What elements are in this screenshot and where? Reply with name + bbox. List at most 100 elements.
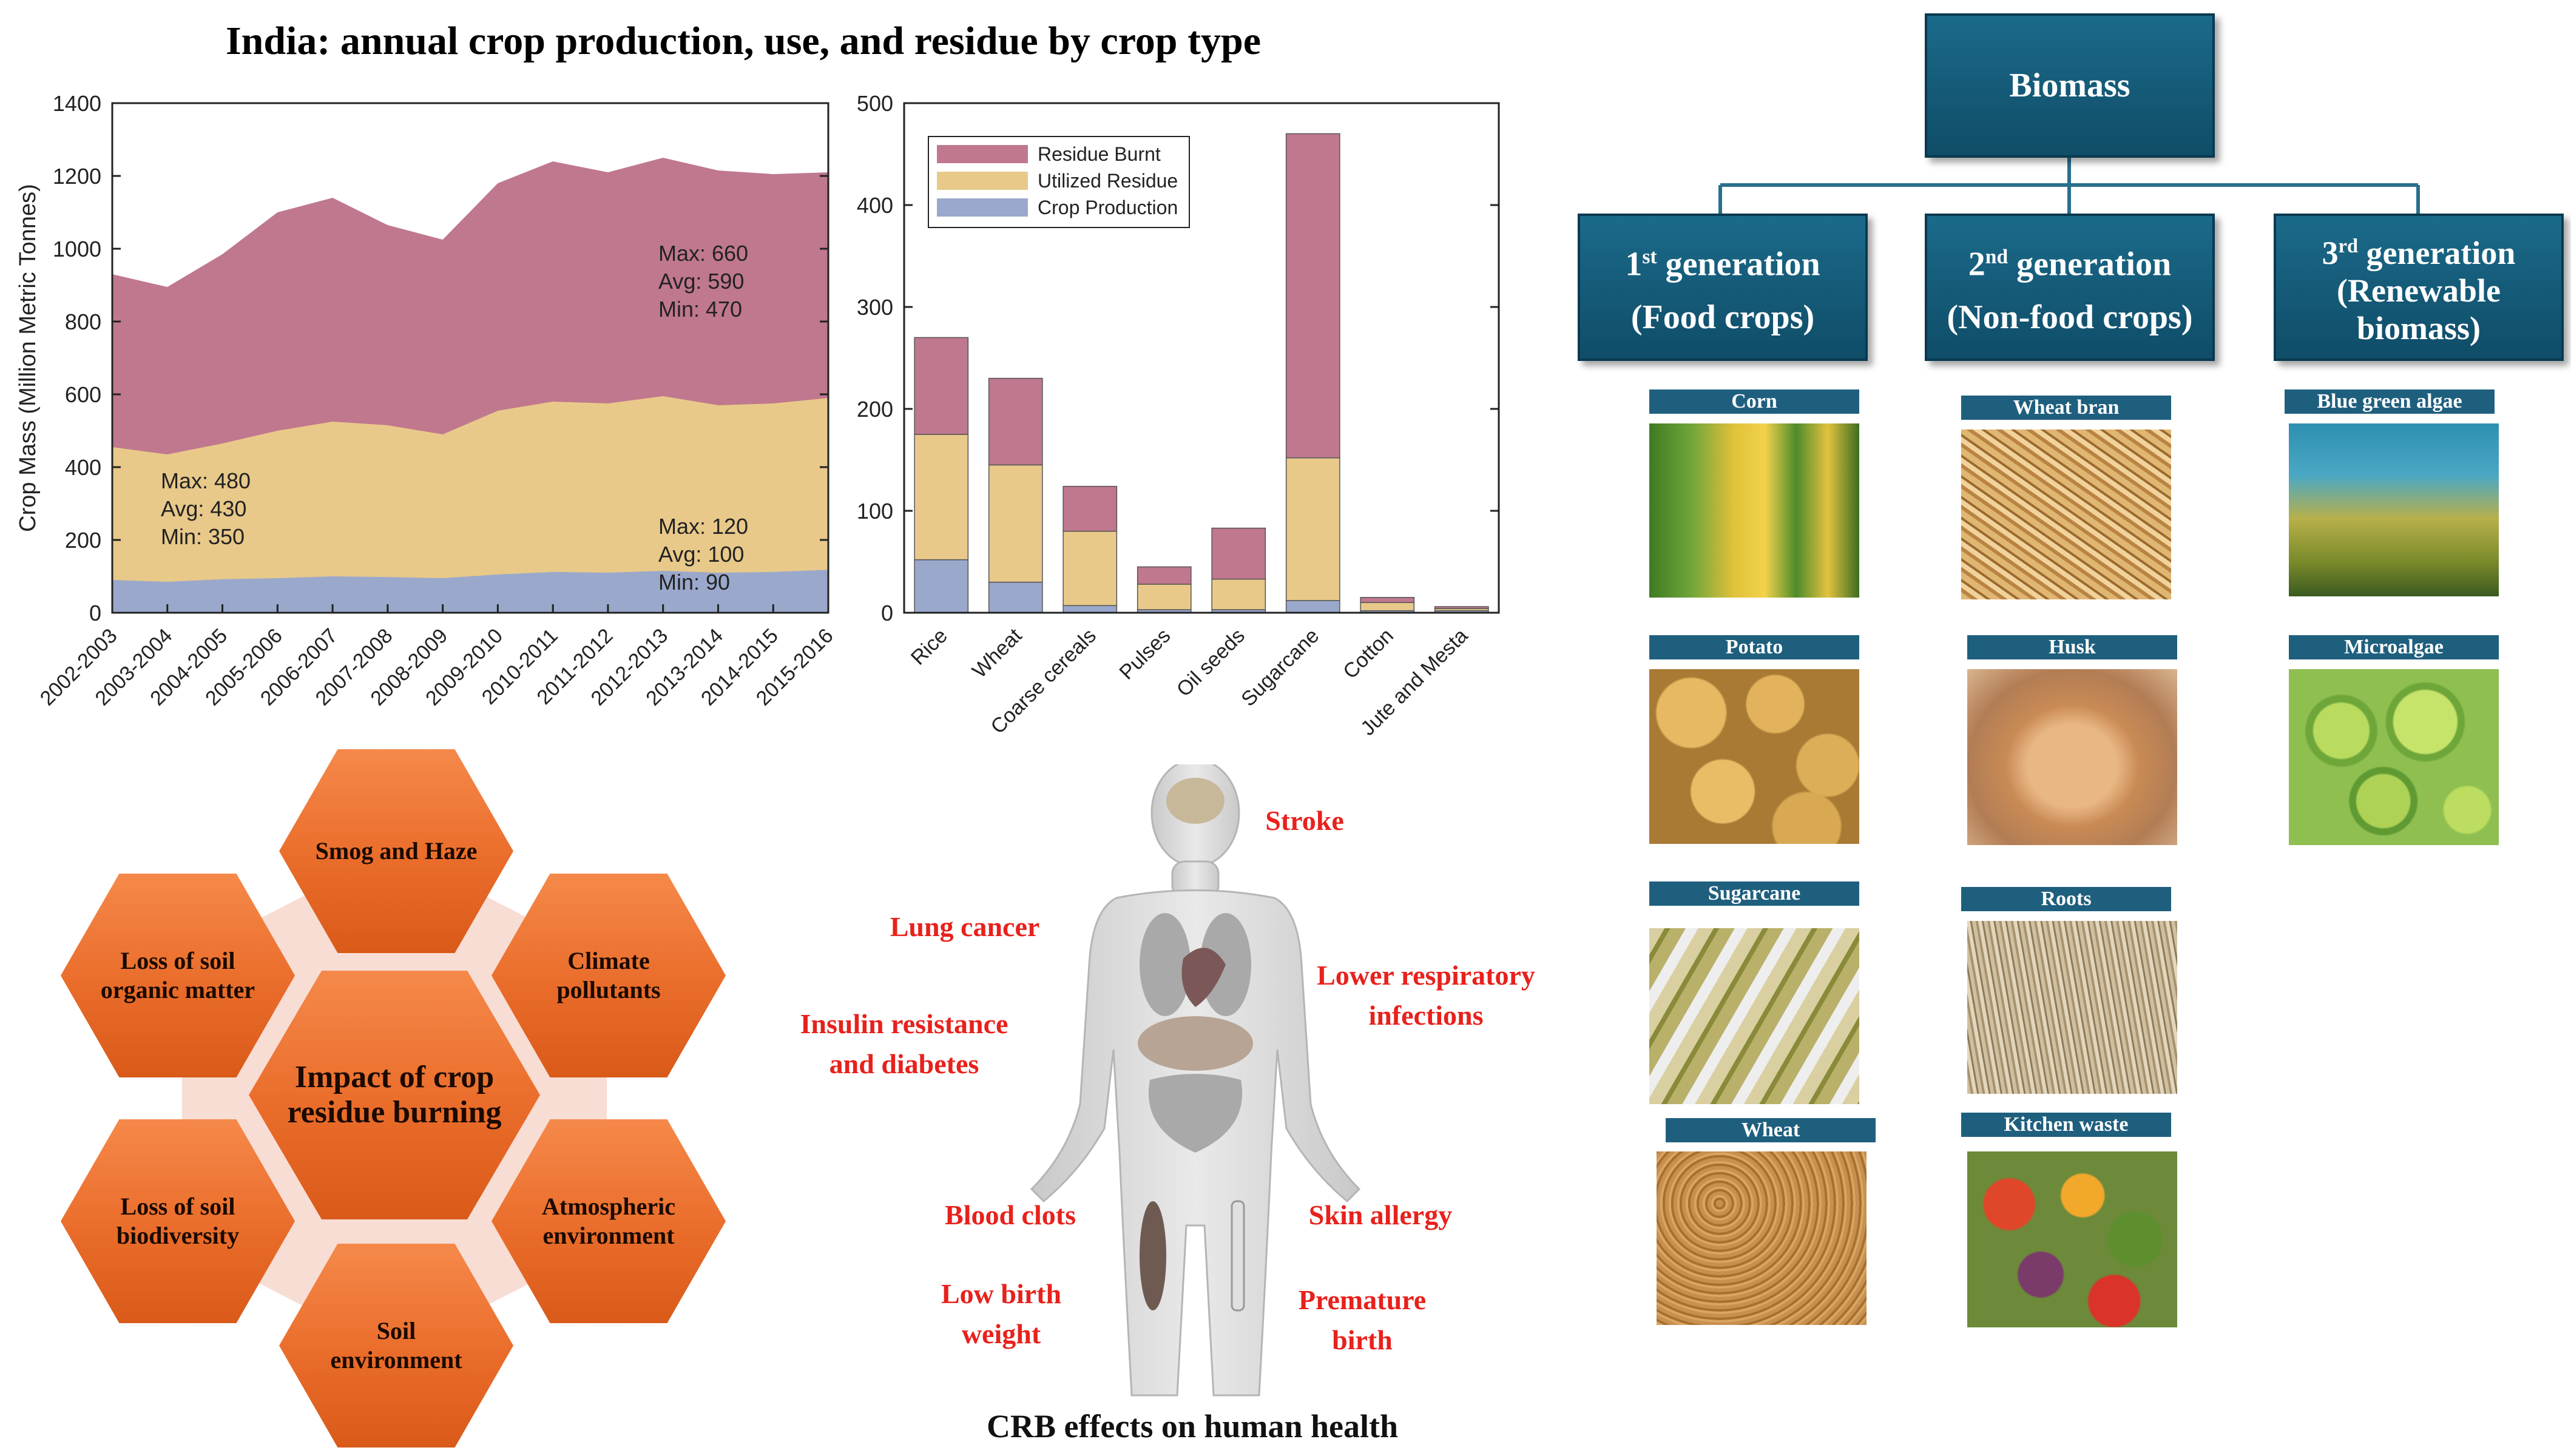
wheat-bran-image xyxy=(1961,430,2171,599)
impact-node-smog: Smog and Haze xyxy=(279,749,513,953)
legend-swatch xyxy=(937,198,1028,217)
effect-low-birth-weight: Low birth weight xyxy=(941,1278,1062,1349)
bar-xtick-label: Cotton xyxy=(1339,624,1398,684)
area-annotation: Min: 350 xyxy=(161,524,245,549)
area-annotation: Max: 120 xyxy=(658,514,748,539)
effect-blood-clots: Blood clots xyxy=(945,1199,1076,1230)
bar-crop-production xyxy=(914,559,969,613)
label-roots: Roots xyxy=(1961,887,2171,911)
area-utilized-residue xyxy=(112,396,828,613)
area-ytick-label: 400 xyxy=(65,455,101,480)
area-ylabel: Crop Mass (Million Metric Tonnes) xyxy=(15,184,41,532)
human-body-illustration xyxy=(1030,764,1361,1397)
label-wheat-bran: Wheat bran xyxy=(1961,396,2171,420)
area-plot-frame xyxy=(111,102,829,614)
bar-residue-burnt xyxy=(1211,527,1266,580)
legend-label: Crop Production xyxy=(1038,197,1178,218)
bar-utilized-residue xyxy=(1285,457,1340,601)
bar-residue-burnt xyxy=(988,377,1043,466)
gen2-box: 2nd generation (Non-food crops) xyxy=(1925,214,2215,361)
muscle-icon xyxy=(1140,1201,1166,1310)
legend-label: Residue Burnt xyxy=(1038,143,1161,165)
bar-utilized-residue xyxy=(1137,584,1192,610)
bar-ytick-label: 500 xyxy=(857,91,893,116)
heart-icon xyxy=(1181,948,1226,1007)
area-ytick-label: 800 xyxy=(65,309,101,334)
area-ytick-label: 600 xyxy=(65,382,101,407)
bar-crop-production xyxy=(988,581,1043,613)
area-ytick-label: 0 xyxy=(89,601,101,625)
bar-xtick-label: Oil seeds xyxy=(1172,624,1249,701)
microalgae-image xyxy=(2289,669,2499,845)
bar-ytick-label: 100 xyxy=(857,499,893,524)
effect-premature-birth: Premature birth xyxy=(1298,1284,1427,1355)
bar-xtick-label: Sugarcane xyxy=(1237,624,1323,711)
area-crop-production xyxy=(112,570,828,613)
legend-swatch xyxy=(937,172,1028,190)
legend-label: Utilized Residue xyxy=(1038,170,1178,192)
label-husk: Husk xyxy=(1967,635,2177,659)
gen3-box: 3rd generation (Renewable biomass) xyxy=(2274,214,2564,361)
kitchen-waste-image xyxy=(1967,1151,2177,1327)
area-annotation: Avg: 590 xyxy=(658,269,744,294)
effect-insulin: Insulin resistance and diabetes xyxy=(800,1008,1008,1079)
bar-ytick-label: 0 xyxy=(881,601,893,625)
impact-node-soil-environment: Soil environment xyxy=(279,1244,513,1448)
area-annotation: Avg: 430 xyxy=(161,496,246,521)
effect-respiratory: Lower respiratory infections xyxy=(1317,960,1535,1031)
biomass-root: Biomass xyxy=(1925,13,2215,158)
bar-residue-burnt xyxy=(1137,566,1192,585)
label-corn: Corn xyxy=(1649,389,1859,414)
intestine-icon xyxy=(1148,1074,1243,1153)
label-microalgae: Microalgae xyxy=(2289,635,2499,659)
area-ytick-label: 1400 xyxy=(53,91,101,116)
gen1-box: 1st generation (Food crops) xyxy=(1578,214,1868,361)
bar-ytick-label: 400 xyxy=(857,193,893,218)
area-ytick-label: 1200 xyxy=(53,164,101,189)
liver-icon xyxy=(1138,1016,1253,1071)
bar-utilized-residue xyxy=(1360,602,1415,612)
bar-crop-production xyxy=(1285,600,1340,613)
area-annotation: Avg: 100 xyxy=(658,542,744,567)
bar-utilized-residue xyxy=(914,434,969,561)
sugarcane-image xyxy=(1649,928,1859,1104)
area-ytick-label: 1000 xyxy=(53,237,101,261)
roots-image xyxy=(1967,921,2177,1094)
bar-residue-burnt xyxy=(1434,606,1489,610)
effect-lung-cancer: Lung cancer xyxy=(890,911,1040,942)
bone-icon xyxy=(1231,1200,1245,1312)
effect-skin-allergy: Skin allergy xyxy=(1308,1199,1453,1230)
effect-stroke: Stroke xyxy=(1265,805,1344,836)
bar-xtick-label: Wheat xyxy=(968,624,1027,682)
biomass-tree-connectors xyxy=(1718,155,2420,214)
husk-image xyxy=(1967,669,2177,845)
impact-node-biodiversity: Loss of soil biodiversity xyxy=(61,1119,295,1323)
area-annotation: Max: 660 xyxy=(658,241,748,266)
bar-plot-frame xyxy=(903,102,1500,614)
bar-ytick-label: 300 xyxy=(857,295,893,320)
corn-image xyxy=(1649,423,1859,598)
page-title: India: annual crop production, use, and … xyxy=(225,19,1261,63)
bar-residue-burnt xyxy=(1285,133,1340,459)
bar-utilized-residue xyxy=(1063,530,1118,606)
brain-icon xyxy=(1166,778,1225,824)
health-title: CRB effects on human health xyxy=(986,1408,1398,1444)
label-wheat: Wheat xyxy=(1666,1118,1876,1142)
bar-ytick-label: 200 xyxy=(857,397,893,422)
area-annotation: Max: 480 xyxy=(161,468,251,493)
bar-residue-burnt xyxy=(914,337,969,435)
area-annotation: Min: 470 xyxy=(658,297,742,322)
blue-green-algae-image xyxy=(2289,423,2499,596)
bar-utilized-residue xyxy=(1211,578,1266,610)
area-annotation: Min: 90 xyxy=(658,570,730,595)
label-kitchen-waste: Kitchen waste xyxy=(1961,1113,2171,1137)
wheat-image xyxy=(1657,1151,1867,1325)
label-blue-green-algae: Blue green algae xyxy=(2285,389,2495,414)
bar-crop-production xyxy=(1063,605,1118,613)
potato-image xyxy=(1649,669,1859,844)
bar-utilized-residue xyxy=(988,464,1043,583)
bar-residue-burnt xyxy=(1063,485,1118,532)
label-potato: Potato xyxy=(1649,635,1859,659)
bar-residue-burnt xyxy=(1360,597,1415,603)
